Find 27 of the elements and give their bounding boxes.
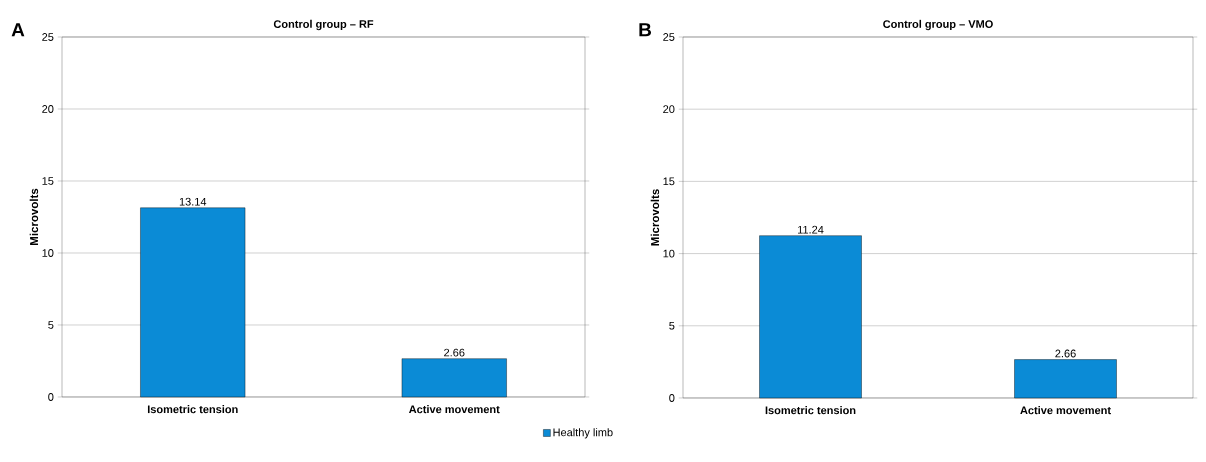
y-tick-label: 15	[663, 177, 675, 186]
x-tick-label: Isometric tension	[765, 406, 856, 415]
y-tick-label: 10	[663, 249, 675, 258]
y-tick-label: 5	[48, 321, 54, 329]
y-tick-label: 25	[663, 33, 675, 41]
y-tick-label: 10	[42, 249, 54, 257]
data-label: 2.66	[1055, 349, 1076, 358]
x-tick-label: Active movement	[1020, 406, 1111, 415]
chart-title: Control group – RF	[273, 19, 374, 31]
chart-title: Control group – VMO	[883, 19, 993, 31]
data-label: 11.24	[798, 225, 824, 234]
data-label: 13.14	[179, 197, 207, 206]
y-axis-title: Microvolts	[29, 188, 39, 245]
data-label: 2.66	[444, 348, 465, 357]
y-tick-label: 20	[663, 105, 675, 114]
text: A	[11, 23, 25, 37]
y-tick-label: 5	[669, 321, 675, 330]
x-tick-label: Isometric tension	[147, 405, 238, 414]
y-tick-label: 15	[42, 177, 54, 185]
y-tick-label: 0	[669, 394, 675, 402]
legend-label: Healthy limb	[553, 428, 613, 439]
y-axis-title: Microvolts	[650, 189, 660, 246]
x-tick-label: Active movement	[409, 405, 500, 414]
y-tick-label: 20	[42, 105, 54, 113]
y-tick-label: 25	[42, 33, 54, 41]
text: B	[639, 23, 652, 37]
y-tick-label: 0	[48, 393, 54, 401]
